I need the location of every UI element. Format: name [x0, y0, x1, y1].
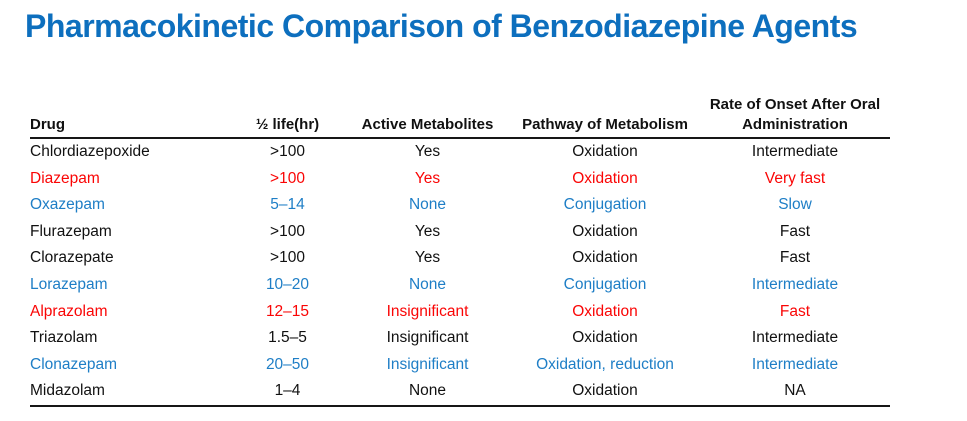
- table-cell: None: [408, 196, 447, 214]
- pharmacokinetics-table: Drug ½ life(hr) Active Metabolites Pathw…: [30, 95, 890, 407]
- table-cell: Fast: [779, 222, 811, 240]
- table-cell: Insignificant: [386, 329, 469, 347]
- table-cell: Slow: [778, 196, 812, 214]
- page-title: Pharmacokinetic Comparison of Benzodiaze…: [25, 8, 858, 44]
- table-cell: Oxidation, reduction: [536, 355, 674, 373]
- table-cell: None: [408, 275, 447, 293]
- table-cell: Clorazepate: [30, 249, 114, 267]
- table-cell: Intermediate: [751, 355, 839, 373]
- table-cell: Fast: [779, 302, 811, 320]
- table-cell: 5–14: [270, 196, 305, 214]
- table-cell: >100: [270, 249, 305, 267]
- table-row: Triazolam 1.5–5 Insignificant Oxidation Inte…: [30, 325, 890, 352]
- table-cell: Alprazolam: [30, 302, 108, 320]
- table-cell: >100: [270, 143, 305, 160]
- table-row: Flurazepam >100 Yes Oxidation Fast: [30, 219, 890, 246]
- table-cell: Very fast: [764, 169, 826, 187]
- table-cell: Oxazepam: [30, 196, 105, 214]
- table-cell: Oxidation: [572, 302, 638, 320]
- table-cell: 10–20: [265, 275, 310, 293]
- table-header-row: Drug ½ life(hr) Active Metabolites Pathw…: [30, 95, 890, 139]
- column-header-drug: Drug: [30, 116, 65, 133]
- column-header-pathway: Pathway of Metabolism: [522, 116, 688, 133]
- table-cell: Conjugation: [563, 275, 647, 293]
- table-cell: >100: [270, 222, 305, 240]
- table-cell: Conjugation: [563, 196, 647, 214]
- column-header-half-life: ½ life(hr): [255, 116, 320, 133]
- table-cell: Yes: [414, 143, 441, 160]
- table-cell: Oxidation: [572, 222, 638, 240]
- table-cell: Intermediate: [751, 329, 839, 347]
- table-cell: 12–15: [265, 302, 310, 320]
- table-cell: Intermediate: [751, 143, 839, 160]
- table-row: Midazolam 1–4 None Oxidation NA: [30, 378, 890, 405]
- table-row: Lorazepam 10–20 None Conjugation Intermediat…: [30, 272, 890, 299]
- table-cell: Diazepam: [30, 169, 100, 187]
- column-header-active-metabolites: Active Metabolites: [361, 116, 494, 133]
- table-cell: Oxidation: [572, 329, 638, 347]
- table-cell: Triazolam: [30, 329, 98, 347]
- table-cell: 1.5–5: [268, 329, 307, 347]
- table-cell: Fast: [779, 249, 811, 267]
- table-row: Diazepam >100 Yes Oxidation Very fast: [30, 166, 890, 193]
- table-cell: Clonazepam: [30, 355, 118, 373]
- table-cell: Insignificant: [386, 355, 469, 373]
- table-cell: Oxidation: [572, 169, 638, 187]
- table-cell: Intermediate: [751, 275, 839, 293]
- table-cell: Yes: [414, 222, 441, 240]
- table-row: Alprazolam 12–15 Insignificant Oxidation Fas…: [30, 299, 890, 326]
- table-cell: 1–4: [274, 382, 301, 400]
- table-row: Clonazepam 20–50 Insignificant Oxidation, r…: [30, 352, 890, 379]
- table-cell: Insignificant: [386, 302, 469, 320]
- table-row: Chlordiazepoxide >100 Yes Oxidation Intermed…: [30, 139, 890, 166]
- table-body: Chlordiazepoxide >100 Yes Oxidation Intermed…: [30, 139, 890, 407]
- table-cell: NA: [784, 382, 806, 400]
- table-row: Oxazepam 5–14 None Conjugation Slow: [30, 192, 890, 219]
- table-cell: Lorazepam: [30, 275, 108, 293]
- column-header-onset-rate: Rate of Onset After Oral Administration: [709, 96, 881, 133]
- table-cell: Oxidation: [572, 143, 638, 160]
- table-cell: Yes: [414, 249, 441, 267]
- table-cell: >100: [270, 169, 305, 187]
- table-cell: Chlordiazepoxide: [30, 143, 150, 160]
- table-cell: Oxidation: [572, 382, 638, 400]
- table-row: Clorazepate >100 Yes Oxidation Fast: [30, 245, 890, 272]
- table-cell: Oxidation: [572, 249, 638, 267]
- table-cell: Yes: [414, 169, 441, 187]
- table-cell: Midazolam: [30, 382, 105, 400]
- table-cell: 20–50: [265, 355, 310, 373]
- table-cell: None: [408, 382, 447, 400]
- table-cell: Flurazepam: [30, 222, 112, 240]
